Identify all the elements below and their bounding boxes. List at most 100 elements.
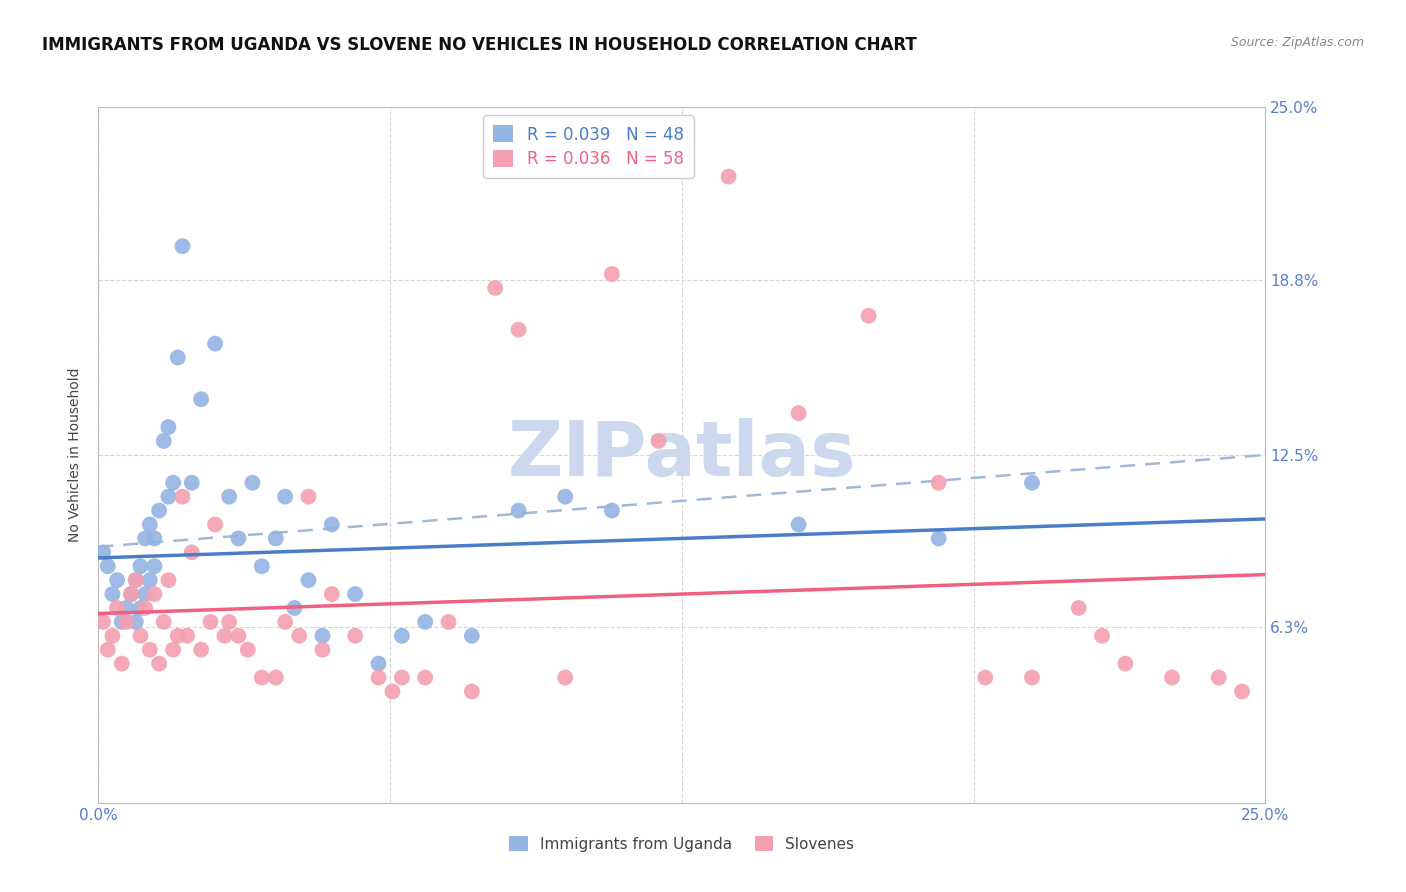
Point [152,615,174,629]
Point [274,615,297,629]
Point [120,587,142,601]
Text: IMMIGRANTS FROM UGANDA VS SLOVENE NO VEHICLES IN HOUSEHOLD CORRELATION CHART: IMMIGRANTS FROM UGANDA VS SLOVENE NO VEH… [42,36,917,54]
Y-axis label: No Vehicles in Household: No Vehicles in Household [69,368,83,542]
Point [858,309,880,323]
Point [139,517,162,532]
Point [1230,684,1253,698]
Point [91,615,114,629]
Point [143,559,166,574]
Point [236,642,259,657]
Point [129,601,152,615]
Point [166,629,188,643]
Point [297,490,319,504]
Legend: Immigrants from Uganda, Slovenes: Immigrants from Uganda, Slovenes [503,830,860,858]
Text: ZIPatlas: ZIPatlas [508,418,856,491]
Point [134,532,156,546]
Point [143,587,166,601]
Point [297,573,319,587]
Point [143,532,166,546]
Point [311,642,333,657]
Point [157,490,180,504]
Point [264,671,287,685]
Point [172,239,194,253]
Point [162,642,184,657]
Point [190,642,212,657]
Point [111,615,134,629]
Point [484,281,506,295]
Point [264,532,287,546]
Point [367,657,389,671]
Point [91,545,114,559]
Point [461,684,484,698]
Point [437,615,460,629]
Point [288,629,311,643]
Point [148,503,170,517]
Point [218,615,240,629]
Point [367,671,389,685]
Point [344,629,367,643]
Point [200,615,222,629]
Point [139,642,162,657]
Point [1208,671,1230,685]
Point [274,490,297,504]
Point [97,559,120,574]
Point [787,406,810,420]
Point [508,323,530,337]
Point [928,475,950,490]
Point [120,587,142,601]
Point [928,532,950,546]
Point [344,587,367,601]
Point [204,517,226,532]
Point [125,573,148,587]
Point [101,629,124,643]
Point [218,490,240,504]
Point [157,420,180,434]
Point [228,629,250,643]
Point [214,629,236,643]
Point [1021,475,1043,490]
Point [787,517,810,532]
Point [321,587,343,601]
Point [1114,657,1136,671]
Point [125,615,148,629]
Point [157,573,180,587]
Point [554,671,576,685]
Point [172,490,194,504]
Point [134,601,156,615]
Point [250,671,273,685]
Point [250,559,273,574]
Point [162,475,184,490]
Text: Source: ZipAtlas.com: Source: ZipAtlas.com [1230,36,1364,49]
Point [111,657,134,671]
Point [413,615,436,629]
Point [1161,671,1184,685]
Point [600,267,623,281]
Point [190,392,212,407]
Point [1091,629,1114,643]
Point [129,559,152,574]
Point [321,517,343,532]
Point [166,351,188,365]
Point [134,587,156,601]
Point [105,573,128,587]
Point [148,657,170,671]
Point [152,434,174,448]
Point [105,601,128,615]
Point [647,434,669,448]
Point [283,601,305,615]
Point [125,573,148,587]
Point [381,684,404,698]
Point [717,169,740,184]
Point [180,475,202,490]
Point [204,336,226,351]
Point [413,671,436,685]
Point [115,615,138,629]
Point [391,671,413,685]
Point [1021,671,1043,685]
Point [554,490,576,504]
Point [139,573,162,587]
Point [974,671,997,685]
Point [176,629,198,643]
Point [311,629,333,643]
Point [115,601,138,615]
